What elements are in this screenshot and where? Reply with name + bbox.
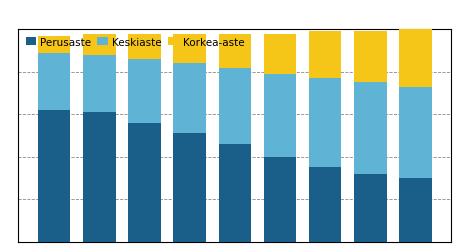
Bar [218, 35, 251, 68]
Bar [263, 75, 296, 157]
Bar [399, 87, 431, 178]
Bar [353, 83, 386, 174]
Bar [173, 134, 206, 242]
Bar [173, 64, 206, 134]
Bar [263, 157, 296, 242]
Bar [399, 178, 431, 242]
Bar [308, 79, 341, 168]
Bar [218, 68, 251, 145]
Bar [308, 32, 341, 79]
Bar [128, 60, 161, 123]
Bar [83, 35, 116, 56]
Bar [83, 113, 116, 242]
Bar [399, 30, 431, 87]
Bar [173, 35, 206, 64]
Bar [218, 145, 251, 242]
Legend: Perusaste, Keskiaste, Korkea-aste: Perusaste, Keskiaste, Korkea-aste [23, 36, 246, 50]
Bar [353, 32, 386, 83]
Bar [38, 111, 70, 242]
Bar [263, 35, 296, 75]
Bar [83, 56, 116, 113]
Bar [128, 35, 161, 60]
Bar [128, 123, 161, 242]
Bar [38, 53, 70, 111]
Bar [308, 168, 341, 242]
Bar [353, 174, 386, 242]
Bar [38, 37, 70, 53]
